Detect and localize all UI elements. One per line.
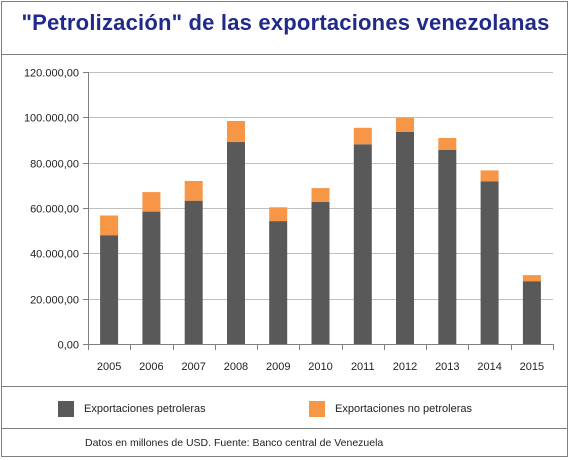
- x-tick-label: 2011: [351, 361, 375, 373]
- legend-label-petroleras: Exportaciones petroleras: [84, 403, 206, 415]
- bar-petroleras: [522, 281, 541, 344]
- y-tick-label: 60.000,00: [30, 204, 79, 216]
- x-tick-label: 2005: [97, 361, 121, 373]
- y-tick-label: 120.000,00: [24, 68, 79, 80]
- y-tick-label: 20.000,00: [30, 295, 79, 307]
- y-tick-label: 0,00: [58, 340, 79, 352]
- bar-no-petroleras: [438, 138, 457, 150]
- bar-chart: 0,00 20.000,00 40.000,00 60.000,00 80.000,00…: [24, 68, 554, 373]
- legend-item-no-petroleras: Exportaciones no petroleras: [309, 401, 472, 417]
- bar-petroleras: [184, 200, 203, 344]
- bar-no-petroleras: [269, 207, 288, 222]
- legend-swatch-petroleras: [58, 401, 74, 417]
- bar-no-petroleras: [311, 188, 330, 202]
- x-tick-label: 2015: [520, 361, 544, 373]
- legend-swatch-no-petroleras: [309, 401, 325, 417]
- source-note: Datos en millones de USD. Fuente: Banco …: [85, 437, 384, 449]
- bar-petroleras: [227, 142, 245, 344]
- legend-label-no-petroleras: Exportaciones no petroleras: [335, 403, 472, 415]
- x-tick-label: 2013: [435, 361, 459, 373]
- bar-no-petroleras: [522, 275, 541, 282]
- legend-item-petroleras: Exportaciones petroleras: [58, 401, 206, 417]
- x-tick-label: 2009: [266, 361, 290, 373]
- footer-divider: [1, 428, 568, 429]
- bar-petroleras: [142, 211, 161, 344]
- bar-petroleras: [396, 131, 414, 344]
- bar-petroleras: [353, 144, 372, 344]
- bar-petroleras: [269, 221, 288, 344]
- y-tick-label: 100.000,00: [24, 113, 79, 125]
- chart-title: "Petrolización" de las exportaciones ven…: [21, 10, 550, 35]
- y-tick-label: 40.000,00: [30, 249, 79, 261]
- x-tick-label: 2012: [393, 361, 417, 373]
- bar-petroleras: [480, 181, 499, 344]
- y-tick-label: 80.000,00: [30, 159, 79, 171]
- x-tick-label: 2006: [139, 361, 163, 373]
- title-divider: [1, 54, 568, 55]
- bar-no-petroleras: [100, 215, 119, 236]
- bar-petroleras: [438, 150, 457, 344]
- bar-petroleras: [311, 201, 330, 344]
- x-tick-label: 2007: [181, 361, 205, 373]
- bar-no-petroleras: [184, 181, 203, 201]
- bar-no-petroleras: [480, 170, 499, 182]
- x-tick-label: 2008: [224, 361, 248, 373]
- bar-no-petroleras: [353, 127, 372, 145]
- x-tick-label: 2014: [477, 361, 501, 373]
- bar-no-petroleras: [142, 192, 161, 212]
- bar-petroleras: [100, 235, 119, 344]
- bar-no-petroleras: [396, 117, 414, 132]
- x-tick-label: 2010: [308, 361, 332, 373]
- legend-divider: [1, 386, 568, 387]
- bar-no-petroleras: [227, 121, 245, 143]
